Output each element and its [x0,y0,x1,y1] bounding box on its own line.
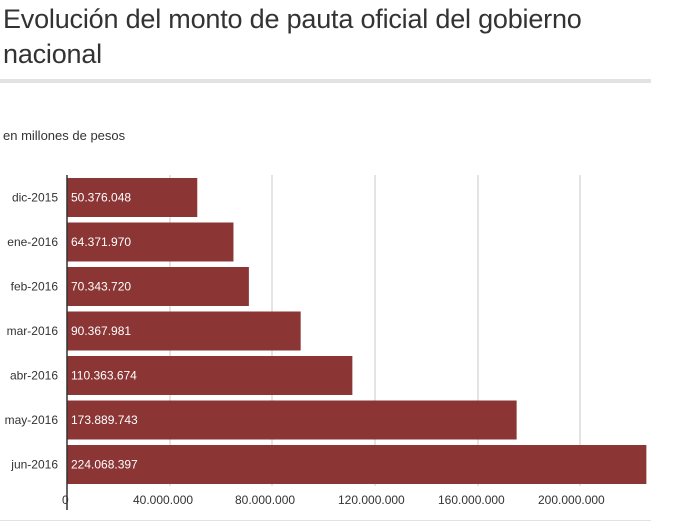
category-label: dic-2015 [12,191,58,205]
bar [67,178,198,217]
bar-value-label: 64.371.970 [71,235,131,249]
bar-value-label: 173.889.743 [71,413,138,427]
bar [67,311,301,351]
category-label: abr-2016 [10,369,58,383]
x-tick-label: 120.000.000 [338,493,405,507]
bar-value-label: 50.376.048 [71,191,131,205]
title-divider [0,79,651,83]
bar [67,267,249,306]
bar-value-label: 224.068.397 [71,458,138,472]
category-label: feb-2016 [11,280,59,294]
x-tick-label: 160.000.000 [438,493,505,507]
category-label: mar-2016 [7,324,59,338]
x-tick-label: 40.000.000 [133,493,193,507]
x-tick-label: 80.000.000 [235,493,295,507]
chart-title: Evolución del monto de pauta oficial del… [3,4,582,69]
x-tick-label: 0 [62,493,69,507]
x-tick-label: 200.000.000 [538,493,605,507]
bar [67,400,517,440]
bar-value-label: 90.367.981 [71,324,131,338]
category-label: ene-2016 [7,235,58,249]
bar-value-label: 70.343.720 [71,280,131,294]
category-label: jun-2016 [10,458,58,472]
bar [67,222,234,262]
bar-value-label: 110.363.674 [71,369,137,383]
bar [67,356,353,395]
bar [67,445,647,484]
category-label: may-2016 [5,413,59,427]
bottom-divider [0,520,651,521]
chart-subtitle: en millones de pesos [3,128,126,143]
